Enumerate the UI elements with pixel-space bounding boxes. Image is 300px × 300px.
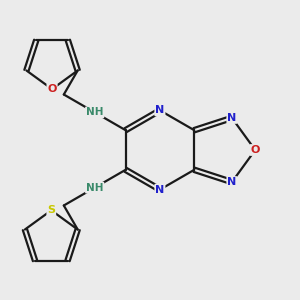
Text: O: O — [47, 84, 57, 94]
Text: O: O — [250, 145, 260, 155]
Text: N: N — [155, 105, 164, 116]
Text: NH: NH — [86, 183, 104, 193]
Text: N: N — [155, 184, 164, 195]
Text: NH: NH — [86, 107, 104, 117]
Text: N: N — [227, 113, 236, 123]
Text: N: N — [227, 177, 236, 187]
Text: S: S — [47, 205, 55, 215]
